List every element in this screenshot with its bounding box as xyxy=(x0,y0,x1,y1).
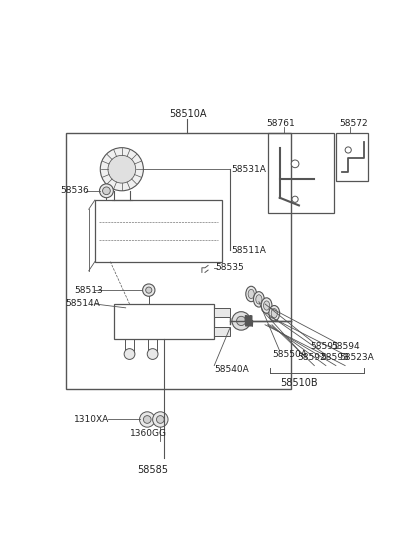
Text: 58514A: 58514A xyxy=(65,300,100,308)
Bar xyxy=(268,133,334,213)
Text: 58540A: 58540A xyxy=(214,365,249,374)
Circle shape xyxy=(236,316,246,325)
Text: 58592: 58592 xyxy=(297,354,326,362)
Circle shape xyxy=(292,196,298,202)
Text: 58591: 58591 xyxy=(311,342,339,351)
Circle shape xyxy=(147,349,158,360)
Ellipse shape xyxy=(269,306,280,321)
Ellipse shape xyxy=(248,289,254,299)
Text: 58585: 58585 xyxy=(137,465,168,474)
Text: 58593: 58593 xyxy=(321,354,349,362)
Polygon shape xyxy=(214,308,229,317)
Bar xyxy=(148,338,157,354)
Circle shape xyxy=(157,416,164,423)
Circle shape xyxy=(232,312,250,330)
Text: 58550A: 58550A xyxy=(272,350,307,358)
Text: 58531A: 58531A xyxy=(231,165,266,174)
Circle shape xyxy=(345,147,351,153)
Text: 58594: 58594 xyxy=(331,342,360,351)
Circle shape xyxy=(152,412,168,427)
Text: 58535: 58535 xyxy=(216,263,244,273)
Ellipse shape xyxy=(256,295,262,304)
Text: 58510A: 58510A xyxy=(170,109,207,119)
Circle shape xyxy=(100,184,113,197)
Text: 58572: 58572 xyxy=(339,119,368,128)
Ellipse shape xyxy=(264,301,270,310)
Text: 58513: 58513 xyxy=(74,286,103,295)
Text: 58761: 58761 xyxy=(267,119,295,128)
Text: 58510B: 58510B xyxy=(280,378,318,387)
Circle shape xyxy=(108,156,136,183)
Circle shape xyxy=(146,287,152,293)
Text: 1310XA: 1310XA xyxy=(74,415,109,424)
Ellipse shape xyxy=(271,308,277,318)
Circle shape xyxy=(140,412,155,427)
Bar xyxy=(95,200,222,262)
Polygon shape xyxy=(214,327,229,336)
Text: 58523A: 58523A xyxy=(340,354,375,362)
Bar xyxy=(125,338,134,354)
Circle shape xyxy=(103,187,110,195)
Bar xyxy=(336,133,368,181)
Ellipse shape xyxy=(246,286,257,302)
Text: 58536: 58536 xyxy=(60,186,89,195)
Ellipse shape xyxy=(253,292,264,307)
Ellipse shape xyxy=(261,298,272,313)
Text: 1360GG: 1360GG xyxy=(129,429,166,438)
Bar xyxy=(66,133,291,388)
Text: 58511A: 58511A xyxy=(231,245,266,255)
Circle shape xyxy=(291,160,299,168)
Circle shape xyxy=(100,147,143,191)
Circle shape xyxy=(124,349,135,360)
Bar xyxy=(114,304,214,338)
Circle shape xyxy=(143,416,151,423)
Circle shape xyxy=(143,284,155,296)
